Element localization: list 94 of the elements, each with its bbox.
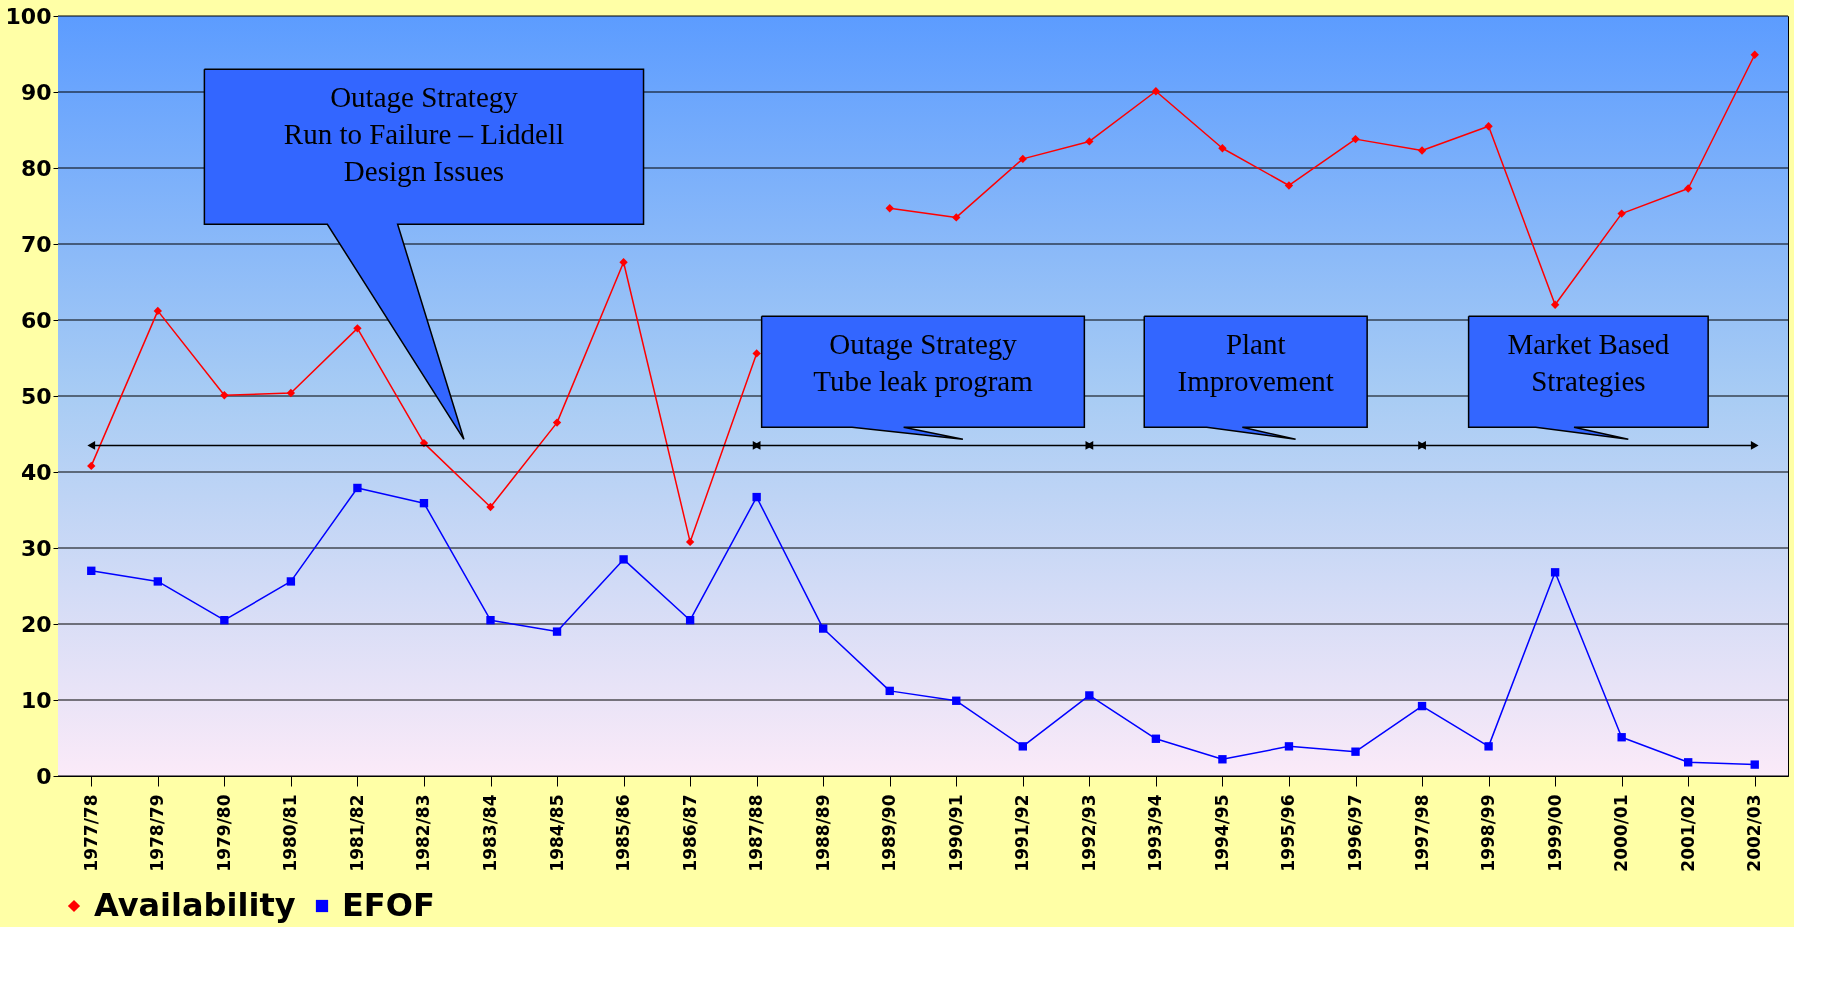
point bbox=[1550, 568, 1560, 577]
point bbox=[87, 461, 96, 471]
x-tick-label: 1979/80 bbox=[213, 794, 234, 872]
x-tick-label: 1987/88 bbox=[746, 794, 767, 872]
x-tick-label: 1989/90 bbox=[879, 794, 900, 872]
annotation: Outage Strategy Run to Failure – Liddell Design Issues bbox=[283, 81, 565, 188]
point bbox=[1750, 50, 1759, 59]
point bbox=[153, 306, 162, 316]
x-tick-label: 1997/98 bbox=[1411, 794, 1432, 872]
y-tick-label: 80 bbox=[20, 155, 52, 181]
point bbox=[685, 537, 695, 547]
x-tick-label: 1978/79 bbox=[147, 794, 168, 872]
point bbox=[619, 555, 628, 564]
y-tick-label: 10 bbox=[20, 687, 52, 713]
point bbox=[552, 627, 562, 636]
x-tick-label: 1996/97 bbox=[1345, 794, 1365, 872]
point bbox=[1351, 134, 1360, 144]
x-tick-label: 1986/87 bbox=[679, 794, 700, 872]
y-tick-label: 90 bbox=[20, 79, 52, 105]
point bbox=[1284, 742, 1294, 751]
point bbox=[220, 391, 229, 400]
point bbox=[619, 258, 628, 267]
annotation: Outage Strategy Tube leak program bbox=[813, 328, 1034, 398]
point bbox=[1417, 701, 1427, 711]
point bbox=[1617, 209, 1626, 218]
point bbox=[1151, 87, 1161, 96]
point bbox=[286, 388, 296, 398]
point bbox=[1085, 137, 1094, 146]
point bbox=[1151, 734, 1161, 743]
legend-label: EFOF bbox=[342, 886, 435, 924]
x-tick-label: 1983/84 bbox=[480, 794, 500, 872]
point bbox=[419, 498, 429, 508]
point bbox=[1417, 146, 1427, 155]
point bbox=[885, 686, 894, 696]
y-tick-label: 20 bbox=[20, 611, 52, 637]
point bbox=[685, 616, 695, 625]
x-tick-label: 1991/92 bbox=[1012, 794, 1033, 872]
y-tick-label: 0 bbox=[36, 763, 52, 789]
point bbox=[353, 324, 362, 333]
point bbox=[1218, 144, 1227, 153]
point bbox=[819, 624, 828, 633]
x-tick-label: 2002/03 bbox=[1744, 794, 1765, 872]
point bbox=[486, 502, 495, 512]
y-tick-label: 60 bbox=[20, 307, 52, 333]
x-tick-label: 1985/86 bbox=[613, 794, 634, 872]
point bbox=[486, 616, 495, 625]
x-tick-label: 1995/96 bbox=[1278, 794, 1299, 872]
point bbox=[1484, 742, 1493, 751]
point bbox=[1018, 742, 1027, 751]
point bbox=[153, 577, 162, 586]
y-tick-label: 100 bbox=[5, 3, 52, 29]
point bbox=[419, 438, 429, 448]
y-tick-label: 30 bbox=[20, 535, 52, 561]
x-tick-label: 2000/01 bbox=[1611, 794, 1632, 872]
x-tick-label: 1980/81 bbox=[280, 794, 301, 872]
x-tick-label: 1981/82 bbox=[346, 794, 367, 872]
point bbox=[1550, 300, 1560, 309]
point bbox=[1218, 755, 1227, 764]
x-tick-label: 1994/95 bbox=[1211, 794, 1232, 872]
point bbox=[1684, 758, 1693, 767]
x-tick-label: 1993/94 bbox=[1145, 794, 1166, 872]
point bbox=[353, 483, 362, 493]
x-tick-label: 1999/00 bbox=[1544, 794, 1565, 872]
point bbox=[1351, 747, 1360, 756]
point bbox=[885, 204, 894, 213]
point bbox=[87, 566, 96, 575]
point bbox=[952, 696, 961, 705]
point bbox=[552, 418, 562, 427]
legend-label: Availability bbox=[94, 886, 296, 924]
y-tick-label: 70 bbox=[20, 231, 52, 257]
x-tick-label: 1992/93 bbox=[1078, 794, 1099, 872]
point bbox=[286, 577, 296, 586]
point bbox=[752, 492, 761, 502]
annotation: Market Based Strategies bbox=[1507, 328, 1670, 398]
x-tick-label: 1984/85 bbox=[546, 794, 567, 872]
point bbox=[1617, 733, 1626, 742]
point bbox=[1750, 760, 1759, 769]
point bbox=[1284, 181, 1294, 190]
point bbox=[220, 616, 229, 625]
y-tick-label: 40 bbox=[20, 459, 52, 485]
x-tick-label: 1998/99 bbox=[1478, 794, 1499, 872]
x-tick-label: 1977/78 bbox=[80, 794, 101, 872]
point bbox=[952, 213, 961, 222]
x-tick-label: 1990/91 bbox=[945, 794, 966, 872]
point bbox=[1018, 154, 1027, 164]
annotation: Plant Improvement bbox=[1177, 328, 1334, 398]
x-tick-label: 1982/83 bbox=[413, 794, 434, 872]
point bbox=[1484, 122, 1493, 131]
y-tick-label: 50 bbox=[20, 383, 52, 409]
point bbox=[1684, 184, 1693, 193]
x-tick-label: 1988/89 bbox=[812, 794, 833, 872]
point bbox=[1085, 691, 1094, 700]
x-tick-label: 2001/02 bbox=[1677, 794, 1698, 872]
point bbox=[752, 349, 761, 358]
